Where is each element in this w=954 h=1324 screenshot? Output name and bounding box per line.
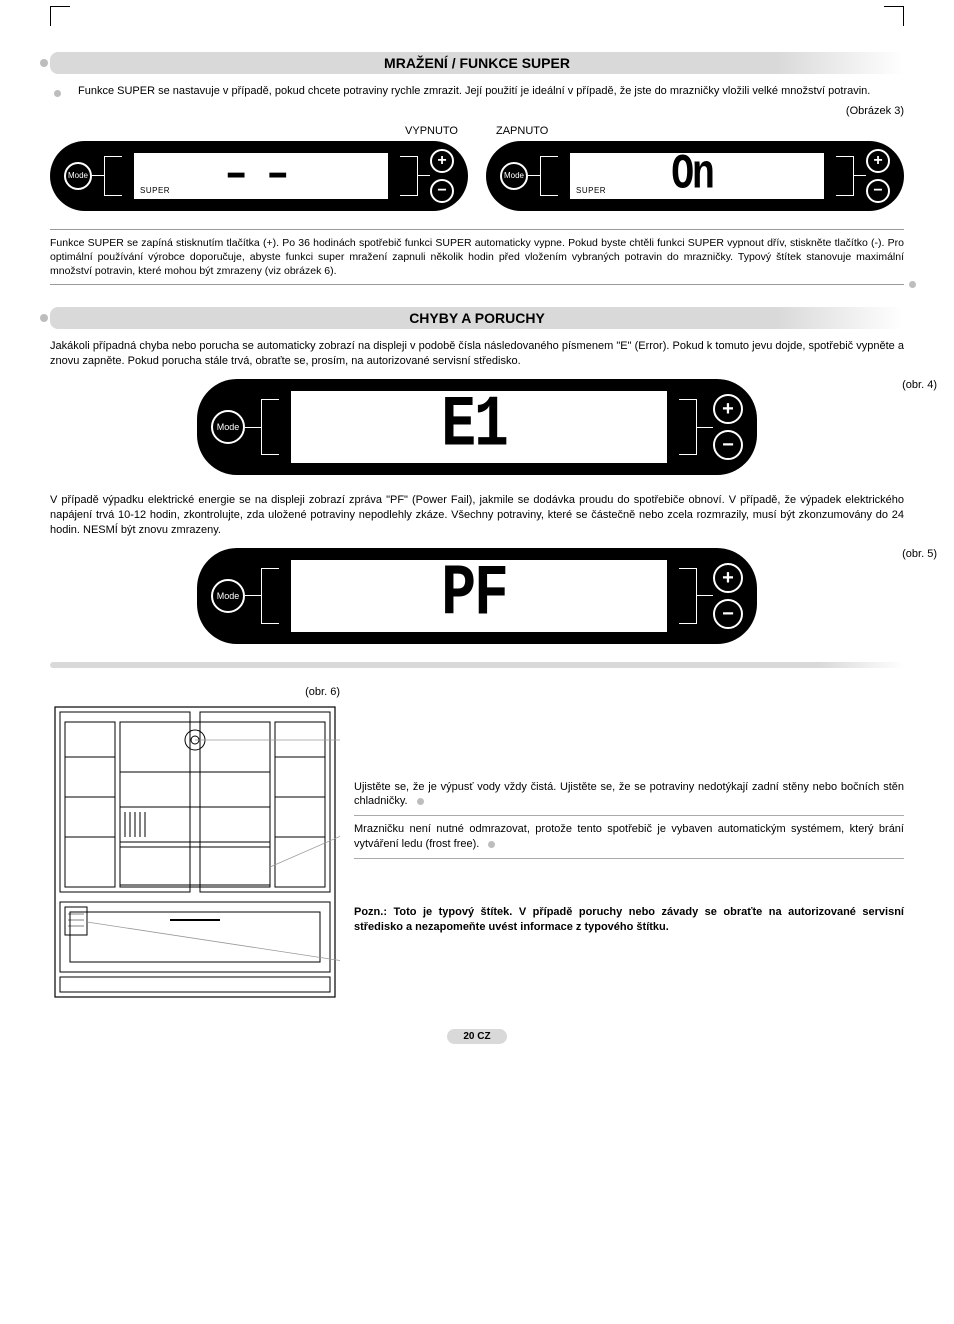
fridge-section: (obr. 6) bbox=[50, 686, 904, 1005]
display-value-pf: PF bbox=[441, 559, 517, 632]
section-divider bbox=[50, 662, 904, 668]
display-value-off: – – bbox=[225, 151, 297, 200]
plus-button[interactable]: + bbox=[713, 563, 743, 593]
minus-button[interactable]: − bbox=[866, 179, 890, 203]
plus-button[interactable]: + bbox=[713, 394, 743, 424]
plus-button[interactable]: + bbox=[430, 149, 454, 173]
display-value-e1: E1 bbox=[441, 391, 517, 464]
note-rating-plate: Pozn.: Toto je typový štítek. V případě … bbox=[354, 899, 904, 941]
control-panel-pf: Mode PF + − bbox=[197, 548, 757, 644]
minus-button[interactable]: − bbox=[713, 599, 743, 629]
off-label: VYPNUTO bbox=[50, 125, 468, 137]
control-panel-on: Mode SUPER On + − bbox=[486, 141, 904, 211]
section-header-errors: CHYBY A PORUCHY bbox=[50, 307, 904, 329]
super-intro-text: Funkce SUPER se nastavuje v případě, pok… bbox=[78, 84, 904, 99]
figure5-caption: (obr. 5) bbox=[902, 548, 937, 560]
section-title: CHYBY A PORUCHY bbox=[409, 310, 545, 326]
pf-intro-text: V případě výpadku elektrické energie se … bbox=[50, 493, 904, 538]
lcd-display-pf: PF bbox=[291, 560, 667, 632]
mode-button[interactable]: Mode bbox=[64, 162, 92, 190]
super-indicator: SUPER bbox=[576, 186, 606, 195]
page-number: 20 CZ bbox=[447, 1029, 506, 1044]
figure4-caption: (obr. 4) bbox=[902, 379, 937, 391]
mode-button[interactable]: Mode bbox=[500, 162, 528, 190]
fridge-diagram bbox=[50, 702, 340, 1002]
on-label: ZAPNUTO bbox=[486, 125, 904, 137]
display-value-on: On bbox=[671, 151, 723, 200]
mode-button[interactable]: Mode bbox=[211, 579, 245, 613]
errors-intro-text: Jakákoli případná chyba nebo porucha se … bbox=[50, 339, 904, 369]
mode-button[interactable]: Mode bbox=[211, 410, 245, 444]
minus-button[interactable]: − bbox=[713, 430, 743, 460]
note-frostfree: Mrazničku není nutné odmrazovat, protože… bbox=[354, 816, 904, 859]
figure6-caption: (obr. 6) bbox=[50, 686, 340, 698]
lcd-display-on: SUPER On bbox=[570, 153, 824, 199]
control-panel-off: Mode SUPER – – + − bbox=[50, 141, 468, 211]
super-indicator: SUPER bbox=[140, 186, 170, 195]
section-title: MRAŽENÍ / FUNKCE SUPER bbox=[384, 55, 570, 71]
figure3-caption: (Obrázek 3) bbox=[50, 105, 904, 117]
super-description: Funkce SUPER se zapíná stisknutím tlačít… bbox=[50, 237, 904, 277]
lcd-display-off: SUPER – – bbox=[134, 153, 388, 199]
plus-button[interactable]: + bbox=[866, 149, 890, 173]
lcd-display-e1: E1 bbox=[291, 391, 667, 463]
page-footer: 20 CZ bbox=[50, 1029, 904, 1044]
note-drain: Ujistěte se, že je výpusť vody vždy čist… bbox=[354, 774, 904, 817]
section-header-super: MRAŽENÍ / FUNKCE SUPER bbox=[50, 52, 904, 74]
minus-button[interactable]: − bbox=[430, 179, 454, 203]
display-panels-row: VYPNUTO Mode SUPER – – + − ZAPNUTO Mode … bbox=[50, 125, 904, 211]
control-panel-e1: Mode E1 + − bbox=[197, 379, 757, 475]
